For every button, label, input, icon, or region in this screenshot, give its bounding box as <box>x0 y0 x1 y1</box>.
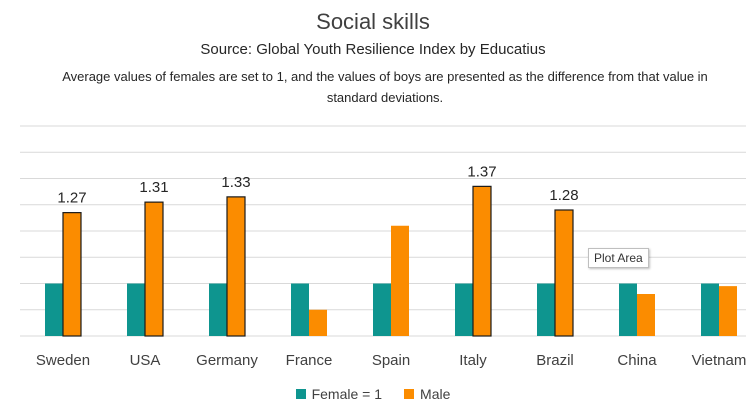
bar-male <box>719 286 737 336</box>
x-tick-label: Italy <box>459 352 487 369</box>
x-tick-label: Brazil <box>536 352 574 369</box>
bar-male <box>391 225 409 336</box>
bar-male <box>226 196 246 337</box>
x-tick-label: China <box>617 352 657 369</box>
legend-label-male: Male <box>420 386 451 402</box>
x-tick-label: France <box>286 352 333 369</box>
chart-note: Average values of females are set to 1, … <box>62 69 708 105</box>
data-label: 1.37 <box>467 163 496 180</box>
data-label: 1.28 <box>549 187 578 204</box>
legend-swatch-male <box>404 389 415 399</box>
bar-male <box>62 212 82 337</box>
bar-female <box>209 283 227 336</box>
bar-female <box>45 283 63 336</box>
x-tick-label: Vietnam <box>692 352 746 369</box>
bar-male <box>309 309 327 336</box>
legend-label-female: Female = 1 <box>311 386 383 402</box>
legend-item-female[interactable]: Female = 1 <box>295 386 383 402</box>
x-tick-label: Germany <box>196 352 258 369</box>
legend: Female = 1 Male <box>0 386 746 402</box>
legend-item-male[interactable]: Male <box>404 386 450 402</box>
chart-subtitle: Source: Global Youth Resilience Index by… <box>200 41 546 58</box>
x-tick-label: Spain <box>372 352 410 369</box>
bar-female <box>455 283 473 336</box>
bar-female <box>537 283 555 336</box>
bar-female <box>701 283 719 336</box>
bar-male <box>554 209 574 337</box>
bar-female <box>619 283 637 336</box>
bar-female <box>291 283 309 336</box>
bar-male <box>637 294 655 336</box>
bar-male <box>472 185 492 337</box>
x-tick-label: USA <box>130 352 161 369</box>
chart-title: Social skills <box>316 9 430 34</box>
legend-swatch-female <box>295 389 306 399</box>
data-label: 1.27 <box>57 190 86 207</box>
plot-area-tooltip: Plot Area <box>588 248 649 268</box>
bar-male <box>144 201 164 337</box>
bar-female <box>127 283 145 336</box>
x-tick-label: Sweden <box>36 352 90 369</box>
data-label: 1.33 <box>221 174 250 191</box>
bar-female <box>373 283 391 336</box>
data-label: 1.31 <box>139 179 168 196</box>
